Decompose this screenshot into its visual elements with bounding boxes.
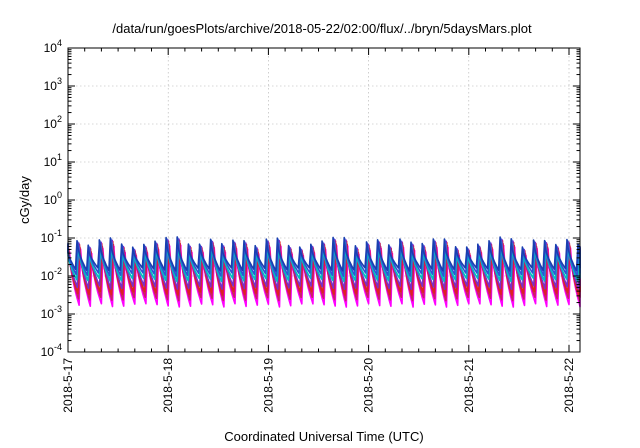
- y-tick-label: 100: [44, 190, 62, 207]
- y-tick-label: 10-4: [41, 342, 62, 359]
- y-tick-label: 103: [44, 76, 62, 93]
- x-tick-label: 2018-5-19: [261, 358, 275, 413]
- y-tick-label: 10-1: [41, 228, 62, 245]
- series-line: [67, 236, 581, 272]
- x-tick-label: 2018-5-18: [161, 358, 175, 413]
- series-layer: [67, 236, 581, 308]
- x-tick-label: 2018-5-20: [362, 358, 376, 413]
- y-tick-label: 10-2: [41, 266, 62, 283]
- y-tick-label: 104: [44, 38, 62, 55]
- x-tick-label: 2018-5-22: [562, 358, 576, 413]
- y-tick-label: 10-3: [41, 304, 62, 321]
- x-axis-label: Coordinated Universal Time (UTC): [224, 429, 423, 444]
- grid-lines: [68, 48, 580, 352]
- y-tick-label: 102: [44, 114, 62, 131]
- y-tick-label: 101: [44, 152, 62, 169]
- chart-title: /data/run/goesPlots/archive/2018-05-22/0…: [112, 21, 532, 36]
- x-tick-label: 2018-5-21: [462, 358, 476, 413]
- y-axis-label: cGy/day: [17, 176, 32, 224]
- x-axis: 2018-5-17 2018-5-18 2018-5-19 2018-5-20 2018…: [61, 48, 576, 413]
- y-axis: 10-4 10-3 10-2 10-1 100 101 102 103 104: [41, 38, 580, 359]
- x-tick-label: 2018-5-17: [61, 358, 75, 413]
